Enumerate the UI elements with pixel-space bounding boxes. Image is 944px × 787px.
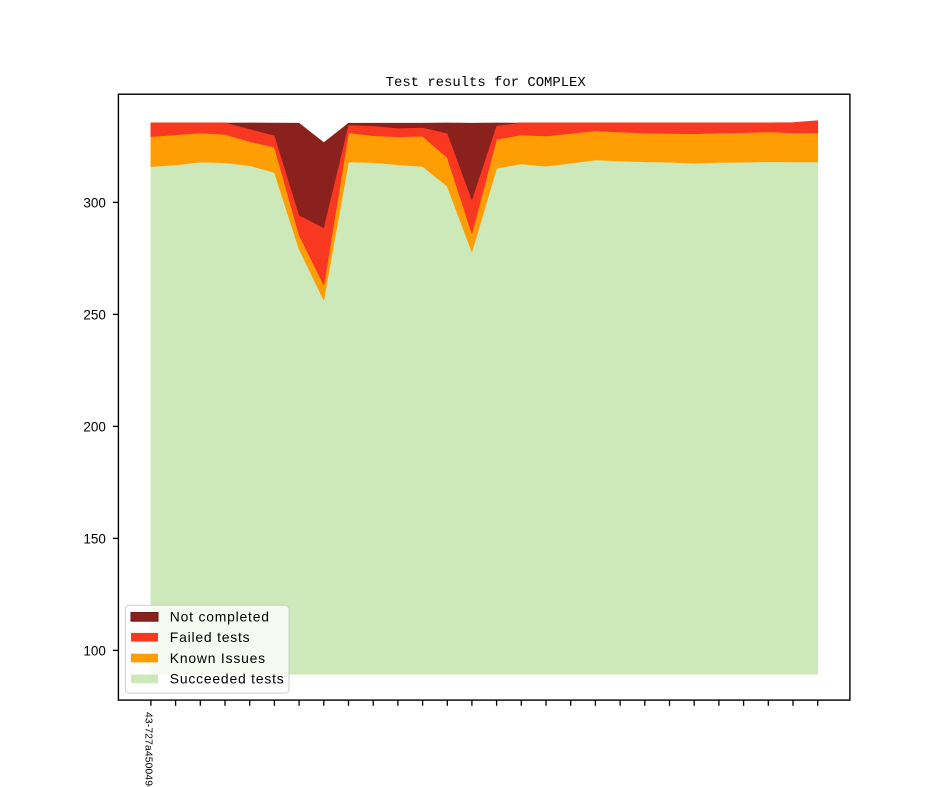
svg-text:43-727a450049e4: 43-727a450049e4 [143, 712, 154, 787]
svg-text:250: 250 [83, 307, 106, 322]
svg-text:Test results for COMPLEX: Test results for COMPLEX [386, 75, 587, 91]
svg-text:200: 200 [83, 419, 106, 434]
svg-text:Known Issues: Known Issues [170, 650, 266, 666]
svg-text:150: 150 [83, 531, 106, 546]
svg-text:100: 100 [83, 643, 106, 658]
svg-text:300: 300 [83, 195, 106, 210]
svg-text:Failed tests: Failed tests [170, 629, 251, 645]
svg-text:Not completed: Not completed [170, 609, 270, 625]
svg-text:Succeeded tests: Succeeded tests [170, 671, 285, 687]
